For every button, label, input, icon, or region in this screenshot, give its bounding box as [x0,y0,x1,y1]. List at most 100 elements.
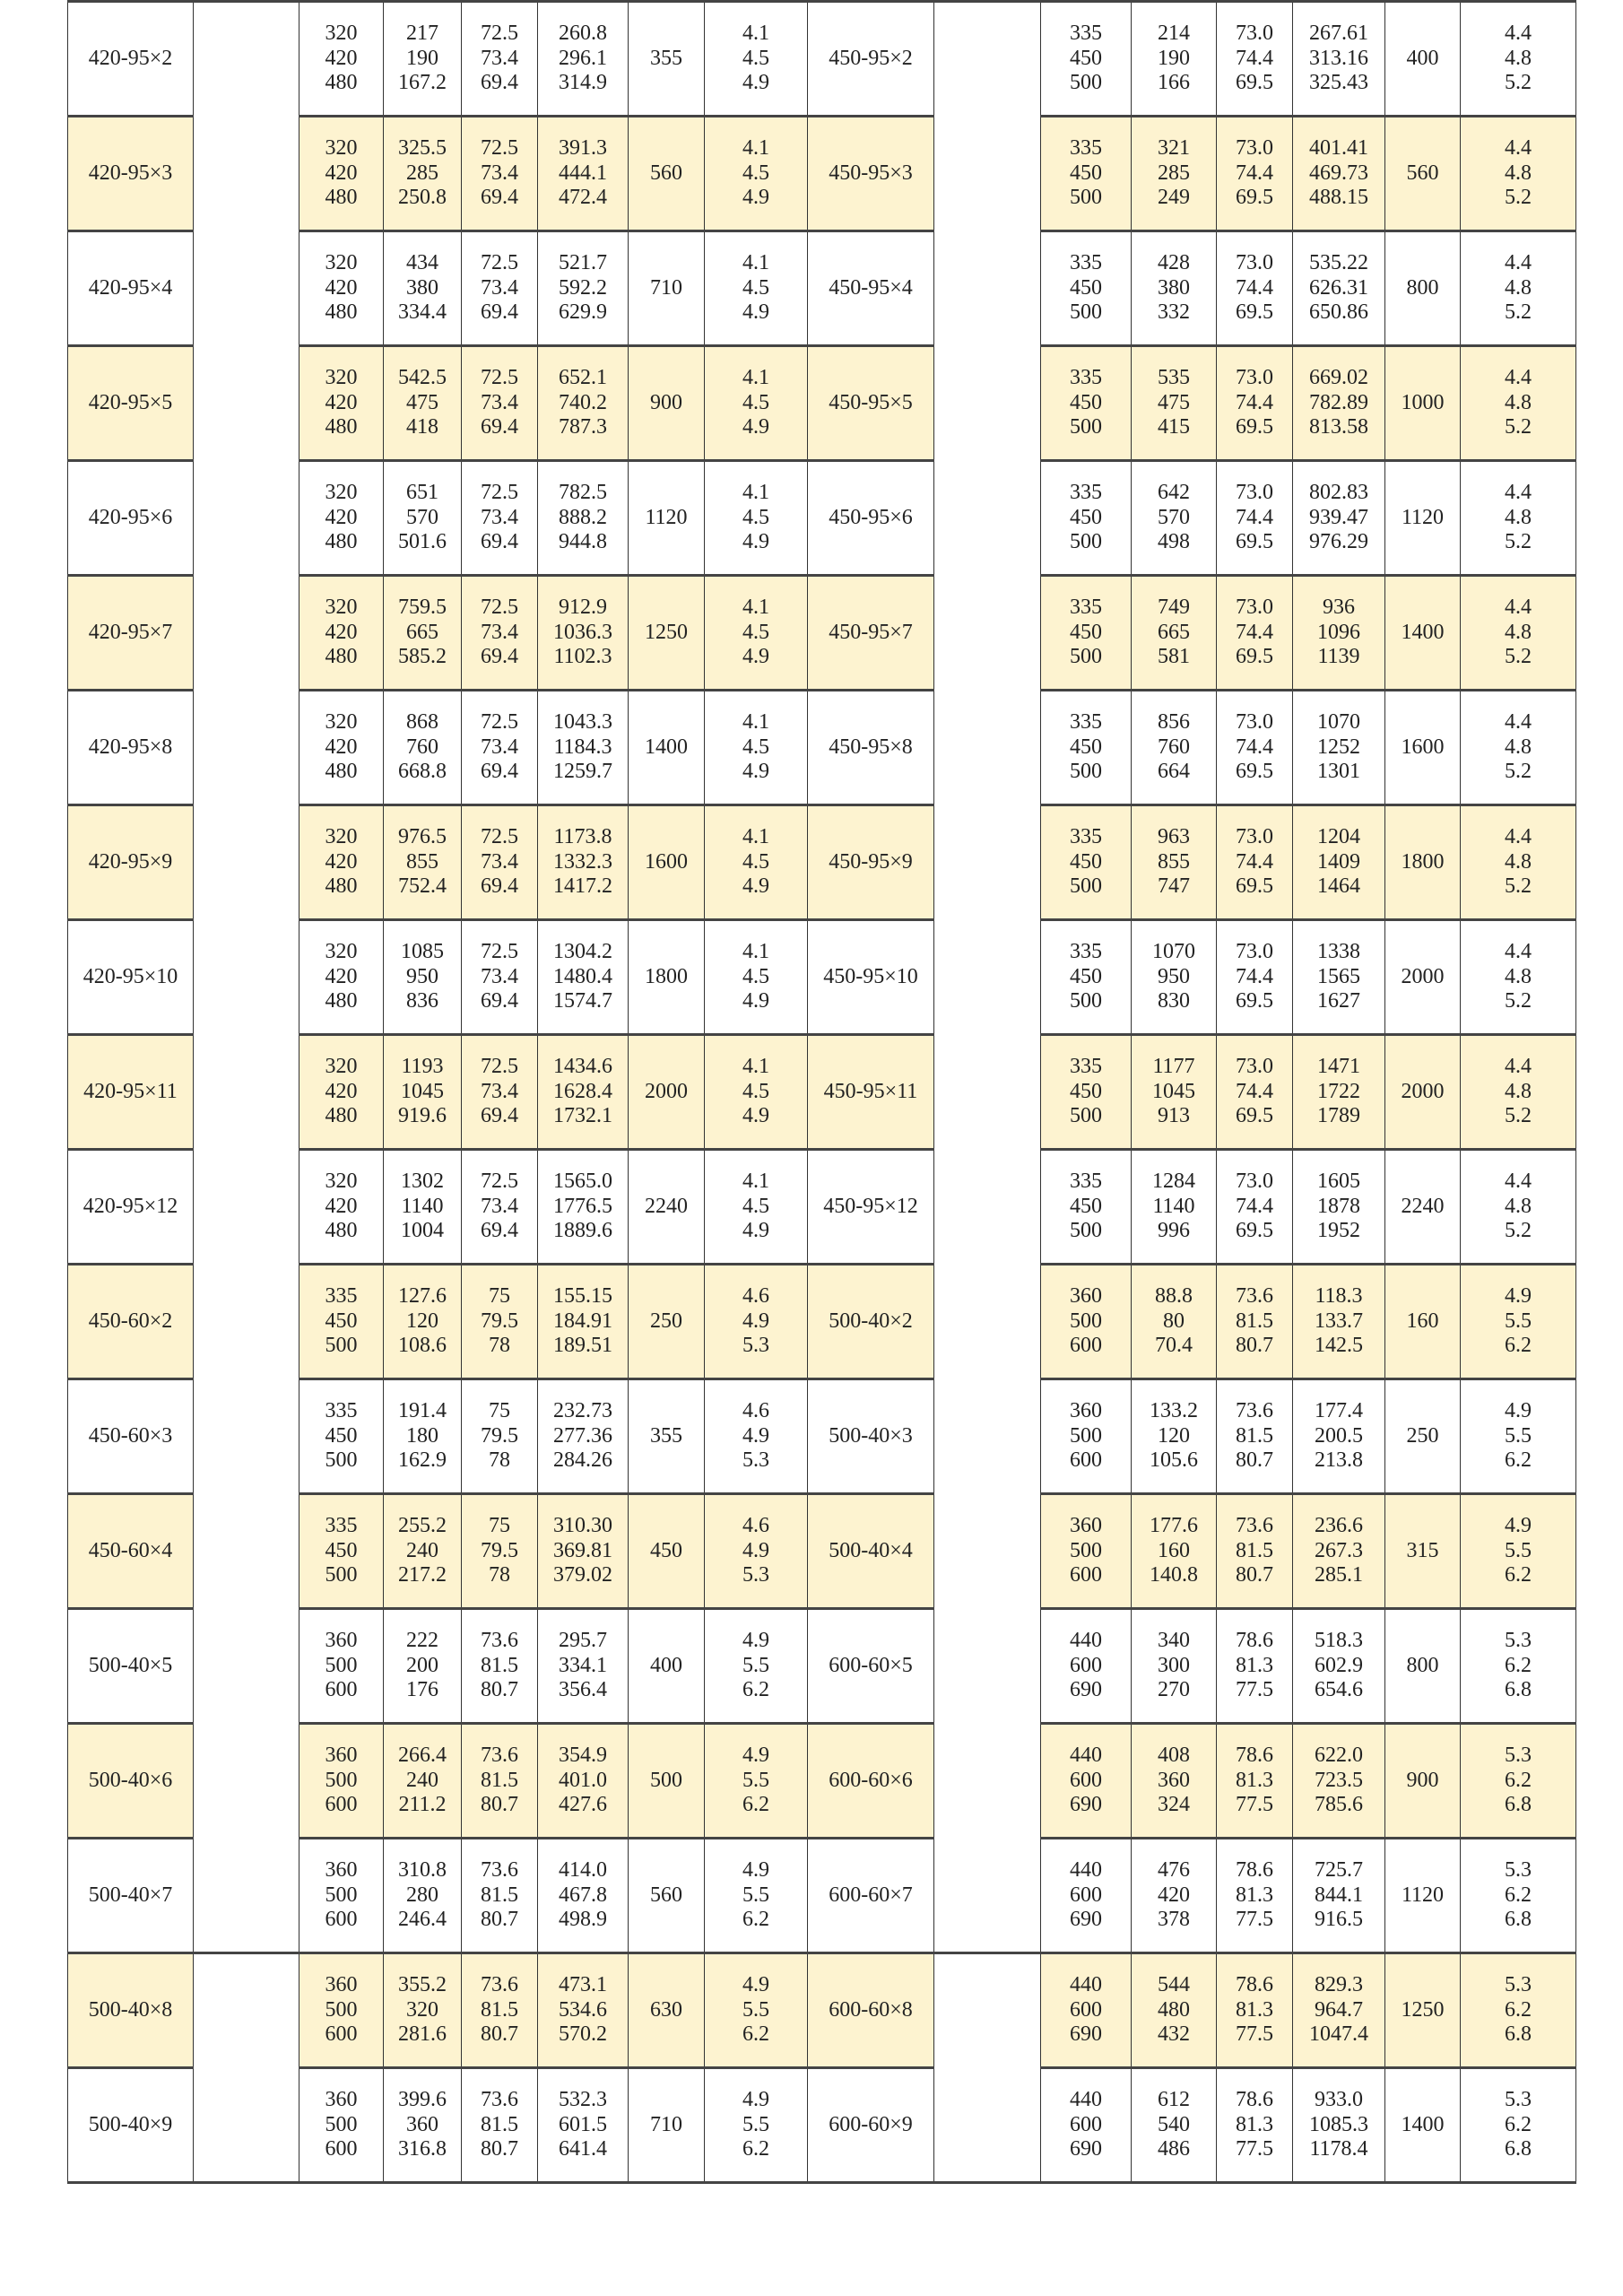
flow-value: 450 [1070,275,1102,300]
flow-cell: 335 450 500 [299,1378,384,1495]
efficiency-value: 73.4 [481,964,518,988]
npsh-value: 4.1 [742,825,769,849]
npsh-value: 4.5 [742,620,769,644]
flow-value: 335 [325,1399,358,1423]
flow-value: 500 [1070,989,1102,1013]
motor-power-cell: 400 [628,1607,705,1725]
motor-power-cell: 355 [628,1378,705,1495]
npsh-value: 4.4 [1505,22,1532,46]
efficiency-value: 80.7 [1236,1448,1273,1473]
shaft-power-value: 1776.5 [553,1194,612,1218]
flow-value: 450 [1070,735,1102,759]
shaft-power-value: 295.7 [559,1629,607,1653]
head-value: 270 [1158,1678,1190,1702]
head-value: 285 [406,161,438,185]
flow-value: 600 [325,1908,358,1932]
shaft-power-value: 310.30 [553,1514,612,1538]
motor-power-cell: 900 [1384,1722,1461,1839]
shaft-power-value: 472.4 [559,186,607,210]
shaft-power-value: 1628.4 [553,1079,612,1103]
head-value: 300 [1158,1653,1190,1677]
shaft-power-cell: 669.02 782.89 813.58 [1292,344,1385,462]
flow-cell: 335 450 500 [299,1492,384,1610]
flow-cell: 440 600 690 [1040,1837,1132,1954]
table-body: 420-95×2 320 420 480 217 190 167.2 72.5 73.4 69.4… [67,0,1576,2184]
head-cell: 325.5 285 250.8 [383,115,462,232]
flow-value: 320 [325,1055,358,1079]
flow-value: 500 [325,1653,358,1677]
efficiency-value: 73.4 [481,46,518,70]
head-cell: 535 475 415 [1131,344,1217,462]
model-cell: 450-95×5 [807,344,934,462]
table-row: 420-95×12 320 420 480 1302 1140 1004 72.5 73.4 69… [67,1148,1576,1265]
shaft-power-value: 369.81 [553,1538,612,1562]
blank-merged-cell [193,0,299,1954]
shaft-power-value: 354.9 [559,1744,607,1768]
shaft-power-value: 669.02 [1309,366,1368,390]
head-value: 334.4 [398,300,447,325]
head-cell: 428 380 332 [1131,230,1217,347]
efficiency-value: 77.5 [1236,1793,1273,1817]
shaft-power-value: 1878 [1317,1194,1360,1218]
npsh-value: 6.2 [1505,1768,1532,1792]
shaft-power-cell: 622.0 723.5 785.6 [1292,1722,1385,1839]
head-value: 249 [1158,186,1190,210]
efficiency-value: 81.3 [1236,2112,1273,2136]
head-value: 950 [406,964,438,988]
npsh-cell: 4.4 4.8 5.2 [1460,804,1576,921]
table-row: 420-95×9 320 420 480 976.5 855 752.4 72.5 73.4 69… [67,804,1576,921]
efficiency-cell: 78.6 81.3 77.5 [1216,1607,1293,1725]
flow-cell: 320 420 480 [299,574,384,691]
efficiency-value: 73.0 [1236,251,1273,275]
head-cell: 651 570 501.6 [383,459,462,577]
npsh-cell: 4.9 5.5 6.2 [704,1837,808,1954]
npsh-cell: 4.4 4.8 5.2 [1460,1148,1576,1265]
flow-cell: 320 420 480 [299,0,384,117]
model-cell: 600-60×6 [807,1722,934,1839]
flow-value: 320 [325,596,358,620]
flow-value: 335 [1070,710,1102,735]
npsh-value: 6.2 [1505,1563,1532,1587]
motor-power-cell: 1250 [628,574,705,691]
efficiency-value: 72.5 [481,940,518,964]
npsh-value: 5.2 [1505,186,1532,210]
npsh-cell: 4.9 5.5 6.2 [704,1722,808,1839]
flow-value: 500 [1070,874,1102,899]
motor-power-cell: 800 [1384,1607,1461,1725]
shaft-power-value: 570.2 [559,2022,607,2047]
head-value: 246.4 [398,1908,447,1932]
table-row: 420-95×3 320 420 480 325.5 285 250.8 72.5 73.4 69… [67,115,1576,232]
npsh-value: 6.8 [1505,1678,1532,1702]
efficiency-value: 72.5 [481,251,518,275]
flow-value: 320 [325,710,358,735]
shaft-power-value: 1565.0 [553,1170,612,1194]
efficiency-value: 81.5 [1236,1309,1273,1333]
flow-cell: 360 500 600 [299,1722,384,1839]
head-value: 665 [406,620,438,644]
head-value: 1193 [401,1055,444,1079]
npsh-value: 6.8 [1505,1793,1532,1817]
head-value: 80 [1163,1309,1185,1333]
head-cell: 544 480 432 [1131,1952,1217,2069]
efficiency-cell: 73.6 81.5 80.7 [1216,1263,1293,1380]
flow-cell: 320 420 480 [299,344,384,462]
shaft-power-cell: 401.41 469.73 488.15 [1292,115,1385,232]
head-value: 1302 [401,1170,444,1194]
head-value: 177.6 [1150,1514,1198,1538]
efficiency-cell: 72.5 73.4 69.4 [461,230,538,347]
model-cell: 450-95×9 [807,804,934,921]
shaft-power-cell: 1434.6 1628.4 1732.1 [537,1033,629,1151]
shaft-power-cell: 310.30 369.81 379.02 [537,1492,629,1610]
shaft-power-value: 1070 [1317,710,1360,735]
head-value: 162.9 [398,1448,447,1473]
shaft-power-cell: 1565.0 1776.5 1889.6 [537,1148,629,1265]
shaft-power-value: 236.6 [1315,1514,1363,1538]
efficiency-cell: 73.6 81.5 80.7 [461,1607,538,1725]
flow-value: 500 [1070,1423,1102,1448]
shaft-power-value: 813.58 [1309,415,1368,439]
efficiency-value: 73.0 [1236,136,1273,161]
flow-value: 600 [1070,1563,1102,1587]
flow-value: 500 [1070,530,1102,554]
flow-value: 450 [1070,849,1102,874]
npsh-value: 4.8 [1505,735,1532,759]
